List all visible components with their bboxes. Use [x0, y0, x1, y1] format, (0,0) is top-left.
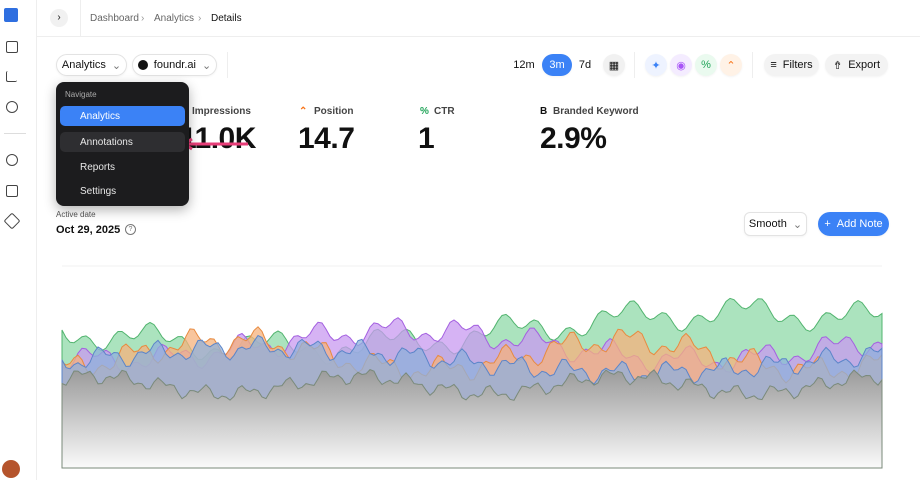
metric-label: CTR — [434, 106, 455, 117]
avatar[interactable] — [2, 460, 20, 478]
metric-icon: ⌃ — [299, 106, 308, 117]
site-icon — [137, 60, 148, 70]
metric-toggle[interactable]: ⌃ — [720, 54, 742, 76]
metric-value: 14.7 — [298, 122, 355, 155]
date-value: Oct 29, 2025 — [56, 224, 121, 236]
divider — [80, 0, 81, 36]
nav-icon[interactable] — [6, 41, 18, 53]
date-label: Active date — [56, 210, 96, 219]
metric-label: Position — [314, 106, 354, 117]
menu-item-active[interactable]: Analytics — [60, 106, 185, 126]
range-button-active[interactable]: 3m — [542, 54, 572, 76]
range-button[interactable]: 12m — [510, 54, 538, 76]
filters-button[interactable]: ≡ Filters — [764, 54, 819, 76]
logo[interactable] — [4, 8, 18, 22]
metric-icon: B — [540, 106, 548, 117]
nav-icon[interactable] — [6, 71, 17, 82]
area-layer — [61, 334, 883, 469]
label: Export — [848, 59, 880, 71]
workspace-select[interactable]: Analytics ⌄ — [56, 54, 127, 76]
expand-button[interactable]: › — [50, 9, 68, 27]
add-note-button[interactable]: + Add Note — [818, 212, 889, 236]
metric-toggle[interactable]: % — [695, 54, 717, 76]
divider — [634, 52, 635, 78]
metric-value: 11.0K — [180, 122, 256, 155]
separator: › — [141, 13, 145, 24]
label: Filters — [782, 59, 813, 71]
nav-icon[interactable] — [3, 212, 21, 230]
metric-icon: % — [420, 106, 429, 117]
metric-value: 2.9% — [540, 122, 607, 155]
breadcrumb[interactable]: Dashboard — [90, 13, 139, 24]
menu-item[interactable]: Settings — [80, 185, 117, 197]
metric-label: Impressions — [192, 106, 251, 117]
separator: › — [198, 13, 202, 24]
menu-heading: Navigate — [65, 90, 97, 99]
calendar-button[interactable]: ▦ — [603, 54, 625, 76]
area-layer — [61, 297, 883, 469]
label: Analytics — [61, 59, 106, 71]
menu-item[interactable]: Reports — [80, 161, 116, 173]
label: foundr.ai — [153, 59, 196, 71]
metric-toggle[interactable]: ✦ — [645, 54, 667, 76]
label: Smooth — [748, 218, 787, 230]
smooth-select[interactable]: Smooth ⌄ — [744, 212, 807, 236]
metric-toggle[interactable]: ◉ — [670, 54, 692, 76]
breadcrumb[interactable]: Analytics — [154, 13, 195, 24]
divider — [752, 52, 753, 78]
area-layer — [61, 326, 883, 469]
area-layer — [61, 369, 883, 469]
site-select[interactable]: foundr.ai ⌄ — [132, 54, 217, 76]
divider — [4, 133, 26, 134]
area-layer — [61, 317, 883, 469]
navigate-menu: Navigate Analytics Annotations Reports S… — [56, 82, 189, 206]
range-button[interactable]: 7d — [572, 54, 598, 76]
nav-icon[interactable] — [6, 185, 18, 197]
header-border — [36, 36, 920, 37]
menu-item[interactable]: Annotations — [60, 132, 185, 152]
export-button[interactable]: ⇮ Export — [825, 54, 888, 76]
metric-value: 1 — [418, 122, 435, 155]
divider — [227, 52, 228, 78]
chart-layers — [61, 297, 883, 469]
nav-icon[interactable] — [6, 154, 18, 166]
label: Add Note — [836, 218, 883, 230]
help-icon[interactable]: ? — [125, 224, 136, 235]
nav-icon[interactable] — [6, 101, 18, 113]
metric-label: Branded Keyword — [553, 106, 639, 117]
breadcrumb: Details — [211, 13, 242, 24]
sidebar — [0, 0, 37, 480]
